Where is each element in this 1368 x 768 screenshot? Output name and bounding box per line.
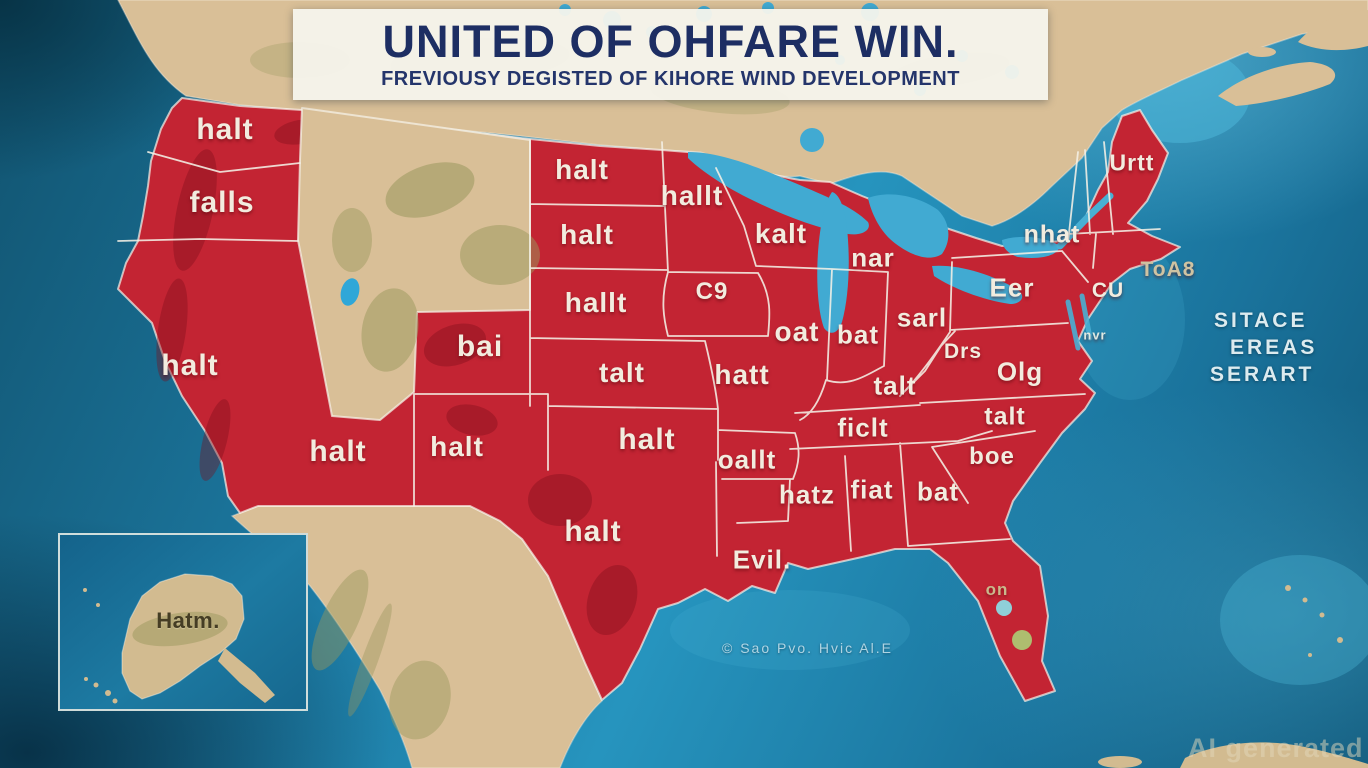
side-caption-line: SERART <box>1210 362 1315 386</box>
map-attribution: © Sao Pvo. Hvic Al.E <box>722 640 893 656</box>
headline-title: UNITED OF OHFARE WIN. <box>382 16 959 68</box>
red-terrain-texture <box>156 119 638 636</box>
headline-subtitle: FREVIOUSY DEGISTED OF KIHORE WIND DEVELO… <box>381 67 960 90</box>
chesapeake-bay <box>1065 293 1093 351</box>
aleutian-islands <box>83 588 118 704</box>
florida-lakes <box>996 600 1032 650</box>
st-lawrence-river <box>1056 192 1114 250</box>
lake-erie <box>932 265 1023 304</box>
alaska-label: Hatm. <box>156 608 220 633</box>
state-borders <box>117 139 1161 557</box>
ai-generated-watermark: AI generated <box>1188 733 1364 763</box>
side-caption-line: EREAS <box>1230 335 1318 359</box>
side-caption-line: SITACE <box>1214 309 1308 332</box>
side-caption: SITACE EREAS SERART <box>1208 308 1328 389</box>
alaska-terrain <box>132 611 228 647</box>
caribbean-islands <box>1098 585 1368 768</box>
lake-michigan <box>817 192 849 333</box>
headline-banner: UNITED OF OHFARE WIN. FREVIOUSY DEGISTED… <box>293 9 1048 100</box>
alaska-map <box>83 573 275 704</box>
alaska-panhandle <box>218 648 275 703</box>
lake-huron <box>868 194 949 258</box>
alaska-inset: Hatm. <box>58 533 308 711</box>
maritime-canada <box>1218 10 1368 106</box>
